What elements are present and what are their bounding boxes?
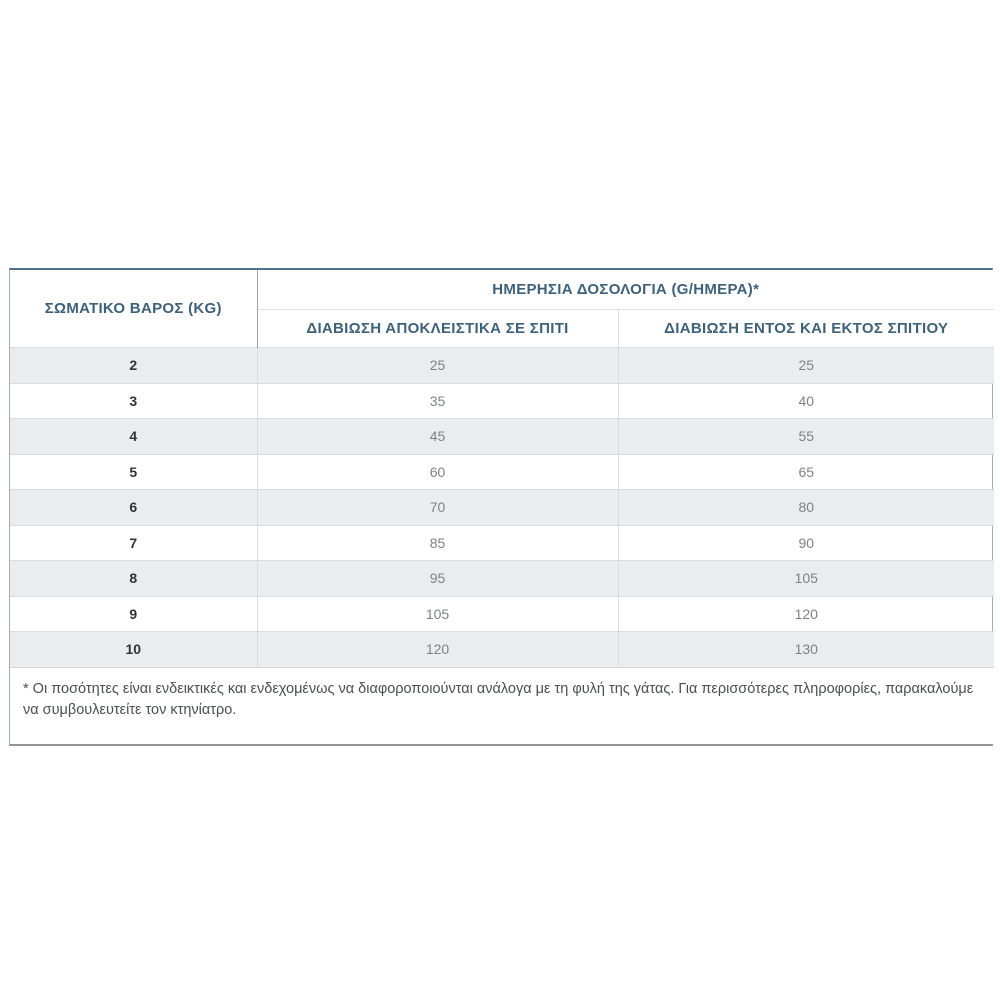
daily-dosage-header: ΗΜΕΡΗΣΙΑ ΔΟΣΟΛΟΓΙΑ (G/ΗΜΕΡΑ)* <box>257 270 994 310</box>
indoor-dose-cell: 70 <box>256 489 618 525</box>
indoor-dose-cell: 105 <box>256 595 618 632</box>
indoor-dose-cell: 35 <box>256 382 618 419</box>
dosage-table-container: ΣΩΜΑΤΙΚΟ ΒΑΡΟΣ (KG) ΗΜΕΡΗΣΙΑ ΔΟΣΟΛΟΓΙΑ (… <box>9 268 994 746</box>
weight-cell: 6 <box>10 489 257 525</box>
outdoor-dose-cell: 55 <box>617 418 994 454</box>
outdoor-dose-cell: 130 <box>617 631 994 667</box>
weight-cell: 2 <box>10 347 257 383</box>
table-row: 5 60 65 <box>10 453 994 490</box>
outdoor-column-header: ΔΙΑΒΙΩΣΗ ΕΝΤΟΣ ΚΑΙ ΕΚΤΟΣ ΣΠΙΤΙΟΥ <box>617 309 994 348</box>
table-row: 2 25 25 <box>10 347 994 383</box>
outdoor-dose-cell: 90 <box>617 524 994 561</box>
header-row-main: ΣΩΜΑΤΙΚΟ ΒΑΡΟΣ (KG) ΗΜΕΡΗΣΙΑ ΔΟΣΟΛΟΓΙΑ (… <box>10 270 994 348</box>
indoor-dose-cell: 60 <box>256 453 618 490</box>
outdoor-dose-cell: 40 <box>617 382 994 419</box>
indoor-dose-cell: 85 <box>256 524 618 561</box>
feeding-dosage-table: ΣΩΜΑΤΙΚΟ ΒΑΡΟΣ (KG) ΗΜΕΡΗΣΙΑ ΔΟΣΟΛΟΓΙΑ (… <box>10 270 994 744</box>
table-row: 10 120 130 <box>10 631 994 667</box>
weight-cell: 4 <box>10 418 257 454</box>
table-row: 7 85 90 <box>10 524 994 561</box>
weight-cell: 8 <box>10 560 257 596</box>
outdoor-dose-cell: 105 <box>617 560 994 596</box>
outdoor-dose-cell: 120 <box>617 595 994 632</box>
table-row: 6 70 80 <box>10 489 994 525</box>
weight-cell: 10 <box>10 631 257 667</box>
weight-cell: 7 <box>10 524 257 561</box>
footnote-text: * Οι ποσότητες είναι ενδεικτικές και ενδ… <box>10 666 994 744</box>
table-header: ΣΩΜΑΤΙΚΟ ΒΑΡΟΣ (KG) ΗΜΕΡΗΣΙΑ ΔΟΣΟΛΟΓΙΑ (… <box>10 270 994 348</box>
table-row: 3 35 40 <box>10 382 994 419</box>
weight-cell: 5 <box>10 453 257 490</box>
table-row: 9 105 120 <box>10 595 994 632</box>
table-row: 4 45 55 <box>10 418 994 454</box>
weight-cell: 3 <box>10 382 257 419</box>
indoor-dose-cell: 120 <box>256 631 618 667</box>
weight-cell: 9 <box>10 595 257 632</box>
outdoor-dose-cell: 25 <box>617 347 994 383</box>
outdoor-dose-cell: 65 <box>617 453 994 490</box>
footnote-row: * Οι ποσότητες είναι ενδεικτικές και ενδ… <box>10 666 994 744</box>
header-row-sub: ΔΙΑΒΙΩΣΗ ΑΠΟΚΛΕΙΣΤΙΚΑ ΣΕ ΣΠΙΤΙ ΔΙΑΒΙΩΣΗ … <box>10 309 994 348</box>
indoor-column-header: ΔΙΑΒΙΩΣΗ ΑΠΟΚΛΕΙΣΤΙΚΑ ΣΕ ΣΠΙΤΙ <box>257 309 618 348</box>
weight-column-header: ΣΩΜΑΤΙΚΟ ΒΑΡΟΣ (KG) <box>10 270 258 348</box>
outdoor-dose-cell: 80 <box>617 489 994 525</box>
indoor-dose-cell: 25 <box>256 347 618 383</box>
table-row: 8 95 105 <box>10 560 994 596</box>
indoor-dose-cell: 95 <box>256 560 618 596</box>
indoor-dose-cell: 45 <box>256 418 618 454</box>
table-body: 2 25 25 3 35 40 4 45 55 5 60 65 6 70 80 … <box>10 347 994 667</box>
table-footer: * Οι ποσότητες είναι ενδεικτικές και ενδ… <box>10 666 994 744</box>
